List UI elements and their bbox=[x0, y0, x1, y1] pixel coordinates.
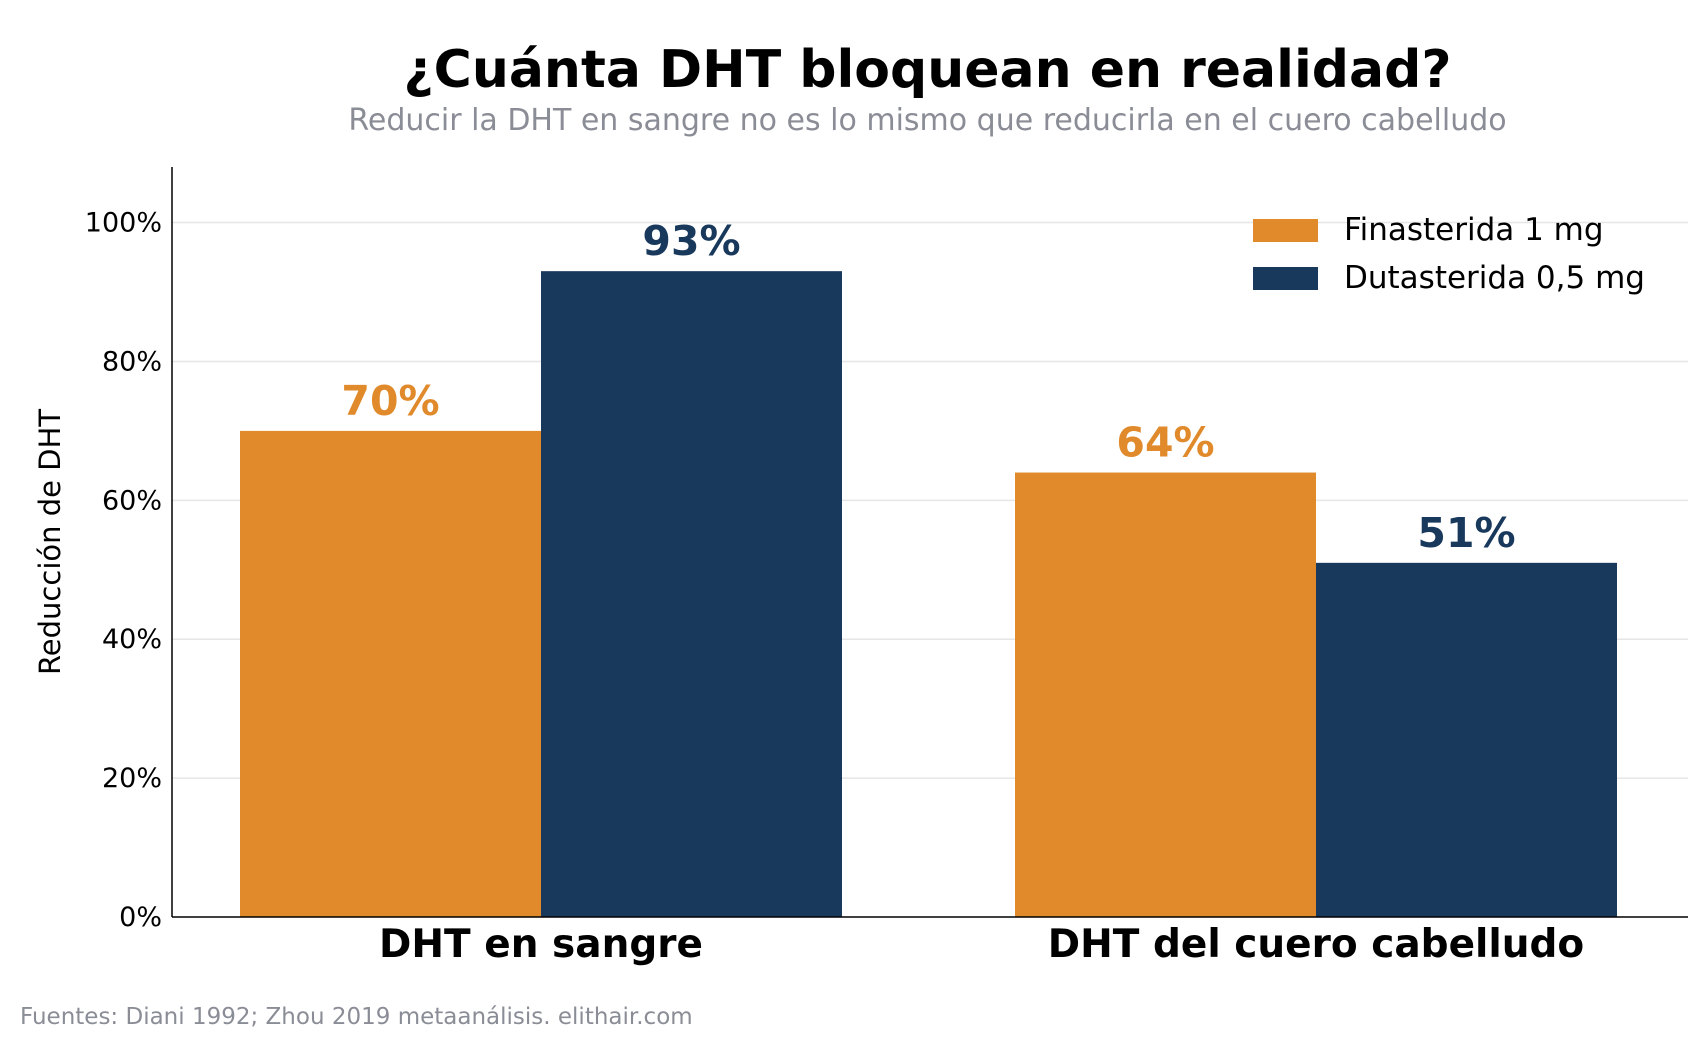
y-tick-label: 0% bbox=[119, 902, 162, 933]
y-tick-label: 100% bbox=[85, 208, 162, 239]
bar bbox=[541, 271, 842, 918]
legend-swatch bbox=[1253, 267, 1318, 290]
y-tick-label: 20% bbox=[102, 763, 162, 794]
bar-value-label: 51% bbox=[1417, 509, 1515, 557]
legend-label: Finasterida 1 mg bbox=[1344, 212, 1604, 248]
axes: 0% 20% 40% 60% 80% 100% Reducción de DHT DHT en… bbox=[33, 167, 1688, 967]
bar bbox=[240, 430, 541, 917]
y-tick-label: 80% bbox=[102, 346, 162, 377]
chart-subtitle: Reducir la DHT en sangre no es lo mismo … bbox=[348, 103, 1507, 138]
x-tick-label: DHT en sangre bbox=[379, 922, 703, 967]
legend-swatch bbox=[1253, 219, 1318, 242]
legend-label: Dutasterida 0,5 mg bbox=[1344, 260, 1645, 296]
chart-title: ¿Cuánta DHT bloquean en realidad? bbox=[403, 40, 1452, 100]
x-tick-label: DHT del cuero cabelludo bbox=[1048, 922, 1584, 967]
data-labels: 70% 93% 64% 51% bbox=[341, 217, 1515, 557]
source-note: Fuentes: Diani 1992; Zhou 2019 metaanáli… bbox=[20, 1004, 693, 1030]
y-axis-label: Reducción de DHT bbox=[33, 409, 67, 675]
bar bbox=[1316, 562, 1617, 917]
legend: Finasterida 1 mg Dutasterida 0,5 mg bbox=[1253, 212, 1645, 296]
bars bbox=[240, 271, 1617, 918]
y-tick-label: 60% bbox=[102, 485, 162, 516]
bar-value-label: 93% bbox=[642, 217, 740, 265]
bar bbox=[1015, 472, 1316, 917]
bar-value-label: 64% bbox=[1116, 419, 1214, 467]
y-tick-label: 40% bbox=[102, 624, 162, 655]
bar-value-label: 70% bbox=[341, 377, 439, 425]
